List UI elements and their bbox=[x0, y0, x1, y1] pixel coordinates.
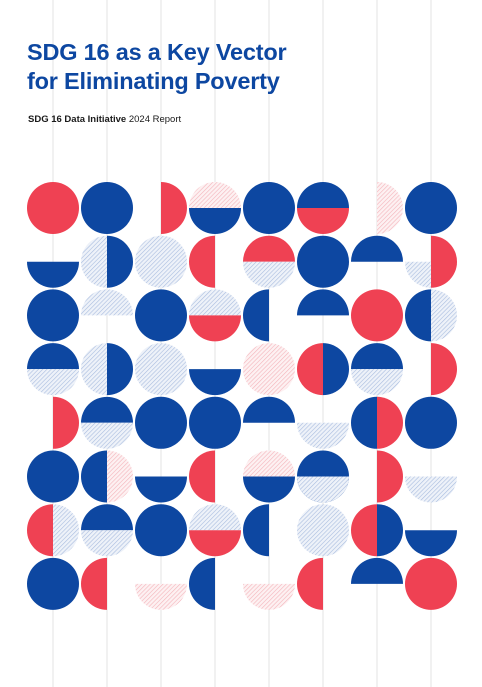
blue-circle bbox=[243, 182, 295, 234]
title-line-1: SDG 16 as a Key Vector bbox=[27, 39, 287, 65]
blue-circle bbox=[297, 235, 349, 288]
blue-half-circle-top bbox=[297, 182, 349, 208]
red-half-circle-left bbox=[189, 450, 215, 503]
initiative-name: SDG 16 Data Initiative bbox=[28, 114, 127, 125]
blue-half-circle-bottom bbox=[405, 530, 457, 557]
title-line-2: for Eliminating Poverty bbox=[27, 68, 280, 94]
blue-circle bbox=[81, 182, 133, 234]
report-year-label: 2024 Report bbox=[126, 114, 182, 125]
blue-half-circle-right bbox=[323, 343, 350, 396]
red-half-circle-right bbox=[53, 396, 79, 449]
blue-half-circle-left bbox=[243, 504, 269, 557]
blue-half-circle-top bbox=[243, 396, 295, 423]
red-half-circle-left bbox=[81, 557, 107, 610]
hatched-red-half-circle-top bbox=[189, 182, 241, 208]
blue-half-circle-top bbox=[81, 396, 133, 423]
red-half-circle-bottom bbox=[189, 315, 241, 342]
hatched-blue-half-circle-bottom bbox=[81, 422, 133, 449]
blue-half-circle-bottom bbox=[27, 261, 79, 288]
hatched-red-half-circle-top bbox=[243, 450, 295, 477]
hatched-blue-half-circle-top bbox=[189, 504, 241, 531]
red-half-circle-left bbox=[297, 557, 323, 610]
blue-half-circle-bottom bbox=[189, 208, 241, 234]
blue-half-circle-top bbox=[351, 235, 403, 262]
hatched-red-half-circle-right bbox=[107, 450, 133, 503]
hatched-blue-half-circle-right bbox=[431, 289, 457, 342]
hatched-red-half-circle-right bbox=[377, 182, 403, 234]
red-half-circle-top bbox=[243, 235, 295, 262]
hatched-red-half-circle-bottom bbox=[243, 583, 295, 610]
blue-half-circle-top bbox=[351, 557, 403, 584]
blue-circle bbox=[27, 557, 79, 610]
blue-circle bbox=[189, 396, 241, 449]
report-subtitle: SDG 16 Data Initiative 2024 Report bbox=[28, 114, 181, 125]
blue-circle bbox=[405, 396, 457, 449]
red-half-circle-right bbox=[431, 235, 457, 288]
blue-circle bbox=[135, 504, 187, 557]
hatched-blue-half-circle-bottom bbox=[81, 530, 133, 557]
red-half-circle-left bbox=[27, 504, 53, 557]
red-half-circle-bottom bbox=[189, 530, 241, 557]
hatched-blue-half-circle-bottom bbox=[27, 369, 79, 396]
blue-half-circle-bottom bbox=[135, 476, 187, 503]
red-half-circle-right bbox=[161, 182, 187, 234]
red-half-circle-left bbox=[189, 235, 215, 288]
red-half-circle-bottom bbox=[297, 208, 349, 234]
hatched-blue-half-circle-left bbox=[80, 235, 107, 288]
red-half-circle-left bbox=[297, 343, 323, 396]
hatched-blue-half-circle-right bbox=[53, 504, 79, 557]
blue-half-circle-left bbox=[405, 289, 431, 342]
hatched-red-half-circle-bottom bbox=[135, 583, 187, 610]
blue-circle bbox=[27, 289, 79, 342]
red-circle bbox=[405, 557, 457, 610]
hatched-blue-half-circle-bottom bbox=[405, 476, 457, 503]
report-title: SDG 16 as a Key Vector for Eliminating P… bbox=[27, 38, 287, 96]
blue-half-circle-bottom bbox=[189, 369, 241, 396]
blue-half-circle-left bbox=[351, 396, 377, 449]
hatched-blue-circle bbox=[297, 504, 349, 557]
blue-circle bbox=[135, 289, 187, 342]
blue-half-circle-left bbox=[243, 289, 269, 342]
blue-circle bbox=[27, 450, 79, 503]
hatched-blue-half-circle-top bbox=[81, 289, 133, 316]
blue-half-circle-right bbox=[107, 343, 133, 396]
blue-half-circle-top bbox=[297, 289, 349, 316]
hatched-blue-half-circle-left bbox=[81, 343, 107, 396]
blue-half-circle-left bbox=[81, 450, 107, 503]
hatched-blue-half-circle-bottom bbox=[351, 369, 403, 396]
blue-half-circle-top bbox=[81, 504, 133, 531]
blue-half-circle-top bbox=[351, 343, 403, 370]
blue-half-circle-right bbox=[107, 235, 133, 288]
hatched-blue-circle bbox=[135, 343, 187, 396]
red-circle bbox=[351, 289, 403, 342]
blue-half-circle-bottom bbox=[243, 476, 295, 503]
blue-circle bbox=[405, 182, 457, 234]
red-half-circle-right bbox=[377, 396, 404, 449]
blue-half-circle-top bbox=[27, 343, 79, 370]
hatched-blue-half-circle-bottom bbox=[297, 476, 349, 503]
red-half-circle-left bbox=[351, 504, 377, 557]
red-half-circle-right bbox=[431, 343, 457, 396]
red-circle bbox=[27, 182, 79, 234]
hatched-blue-half-circle-top bbox=[189, 289, 241, 316]
hatched-blue-circle bbox=[135, 235, 187, 288]
red-half-circle-right bbox=[377, 450, 404, 503]
hatched-blue-half-circle-bottom bbox=[243, 261, 295, 288]
hatched-red-circle bbox=[243, 343, 295, 396]
hatched-blue-half-circle-bottom bbox=[297, 422, 349, 449]
blue-half-circle-left bbox=[189, 557, 215, 610]
blue-half-circle-right bbox=[377, 504, 404, 557]
blue-circle bbox=[135, 396, 187, 449]
